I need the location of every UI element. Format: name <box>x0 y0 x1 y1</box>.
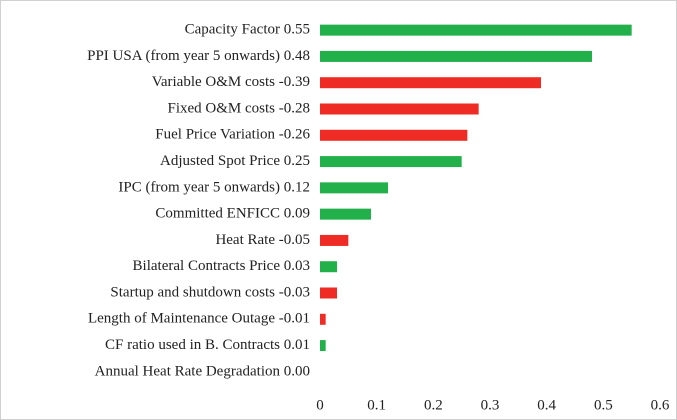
y-tick-label: PPI USA (from year 5 onwards) 0.48 <box>87 48 310 64</box>
bar <box>320 24 632 36</box>
x-tick-label: 0 <box>316 397 324 413</box>
x-tick-label: 0.3 <box>481 397 500 413</box>
bar <box>320 50 592 62</box>
y-tick-label: Committed ENFICC 0.09 <box>155 206 310 222</box>
x-tick-label: 0.1 <box>367 397 386 413</box>
bar <box>320 261 337 273</box>
bar <box>320 182 388 194</box>
y-tick-label: Heat Rate -0.05 <box>215 232 310 248</box>
y-tick-label: Adjusted Spot Price 0.25 <box>160 153 310 169</box>
y-tick-label: Fixed O&M costs -0.28 <box>168 100 311 116</box>
y-tick-label: Bilateral Contracts Price 0.03 <box>133 258 310 274</box>
y-tick-label: Fuel Price Variation -0.26 <box>155 127 310 143</box>
bar <box>320 129 468 141</box>
bar <box>320 103 479 115</box>
y-tick-label: Capacity Factor 0.55 <box>185 22 310 38</box>
bar <box>320 340 326 352</box>
bar <box>320 156 462 168</box>
x-tick-label: 0.6 <box>651 397 670 413</box>
x-tick-label: 0.2 <box>424 397 443 413</box>
x-tick-label: 0.4 <box>537 397 556 413</box>
bar <box>320 313 326 325</box>
bar <box>320 208 371 220</box>
x-tick-label: 0.5 <box>594 397 613 413</box>
y-tick-label: Variable O&M costs -0.39 <box>152 74 310 90</box>
y-tick-label: IPC (from year 5 onwards) 0.12 <box>118 179 310 195</box>
bar <box>320 234 349 246</box>
bar <box>320 287 337 299</box>
y-tick-label: Annual Heat Rate Degradation 0.00 <box>95 363 310 379</box>
y-tick-label: CF ratio used in B. Contracts 0.01 <box>105 337 310 353</box>
bar <box>320 77 541 89</box>
y-tick-label: Startup and shutdown costs -0.03 <box>110 284 310 300</box>
y-tick-label: Length of Maintenance Outage -0.01 <box>88 311 310 327</box>
